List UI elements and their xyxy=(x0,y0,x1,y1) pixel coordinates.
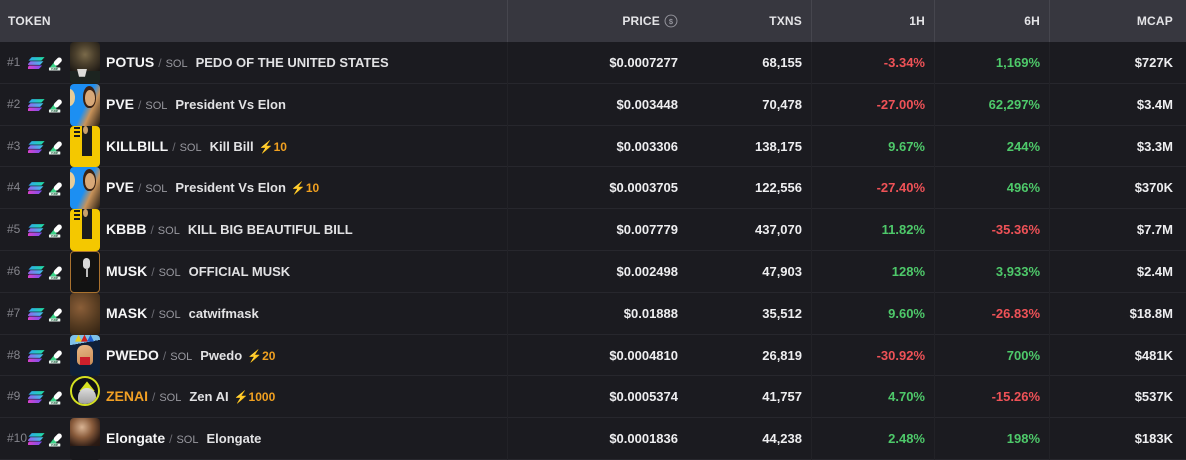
svg-text:PUMP: PUMP xyxy=(51,235,58,238)
svg-text:PUMP: PUMP xyxy=(51,360,58,363)
svg-text:PUMP: PUMP xyxy=(51,193,58,196)
svg-text:PUMP: PUMP xyxy=(51,402,58,405)
svg-text:PUMP: PUMP xyxy=(51,68,58,71)
svg-text:PUMP: PUMP xyxy=(51,277,58,280)
svg-text:PUMP: PUMP xyxy=(51,444,58,447)
svg-text:PUMP: PUMP xyxy=(51,319,58,322)
svg-text:PUMP: PUMP xyxy=(51,151,58,154)
svg-text:$: $ xyxy=(669,17,674,26)
svg-text:PUMP: PUMP xyxy=(51,110,58,113)
